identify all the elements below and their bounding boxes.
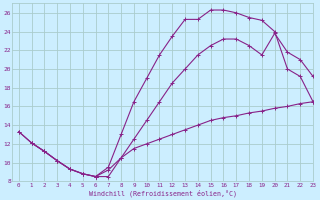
X-axis label: Windchill (Refroidissement éolien,°C): Windchill (Refroidissement éolien,°C) bbox=[89, 189, 237, 197]
